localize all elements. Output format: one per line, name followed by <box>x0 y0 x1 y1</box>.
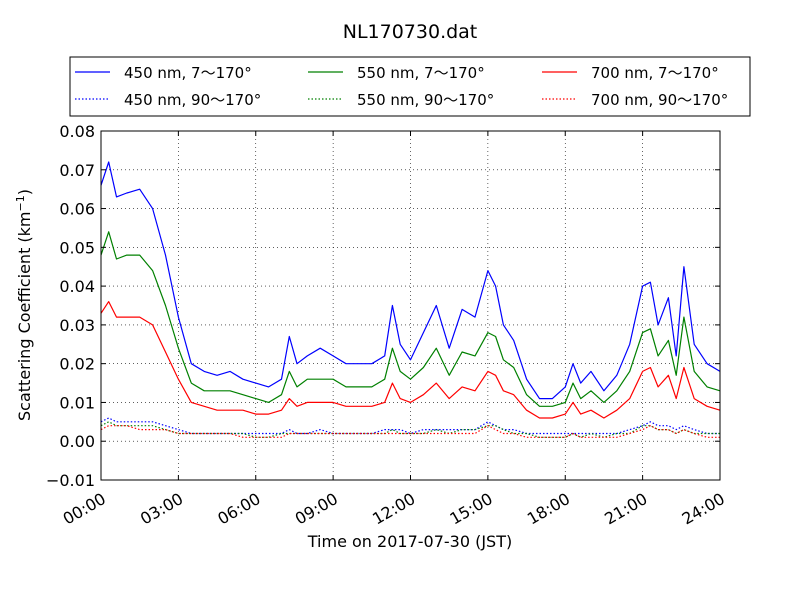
y-tick-label: 0.02 <box>59 355 95 374</box>
y-tick-label: −0.01 <box>46 471 95 490</box>
y-tick-labels: −0.01 0.00 0.01 0.02 0.03 0.04 0.05 0.06 0.07 0.0… <box>46 122 95 490</box>
legend-label: 700 nm, 90～170° <box>591 91 728 109</box>
y-tick-label: 0.03 <box>59 316 95 335</box>
y-axis-label: Scattering Coefficient (km−1) <box>14 189 34 421</box>
y-tick-label: 0.00 <box>59 432 95 451</box>
chart-title: NL170730.dat <box>343 21 478 43</box>
legend-box <box>69 56 751 117</box>
legend-label: 450 nm, 90～170° <box>124 91 261 109</box>
legend-label: 550 nm, 90～170° <box>357 91 494 109</box>
x-axis-label: Time on 2017-07-30 (JST) <box>307 532 512 551</box>
series-line-5 <box>100 425 720 438</box>
legend-label: 550 nm, 7～170° <box>357 64 485 82</box>
series-line-3 <box>100 417 720 435</box>
y-tick-label: 0.07 <box>59 161 95 180</box>
axis-ticks <box>100 130 721 481</box>
y-tick-label: 0.04 <box>59 277 95 296</box>
series-line-1 <box>100 231 721 407</box>
y-axis-label-tail: ) <box>15 189 34 195</box>
y-tick-label: 0.01 <box>59 393 95 412</box>
legend: 450 nm, 7～170° 550 nm, 7～170° 700 nm, 7～17… <box>69 56 751 117</box>
y-tick-label: 0.08 <box>59 122 95 141</box>
plot-area <box>100 161 721 438</box>
legend-label: 700 nm, 7～170° <box>591 64 719 82</box>
series-line-0 <box>100 161 721 400</box>
y-axis-label-main: Scattering Coefficient (km <box>15 211 34 421</box>
y-tick-label: 0.05 <box>59 238 95 257</box>
y-axis-label-superscript: −1 <box>14 195 27 211</box>
y-tick-label: 0.06 <box>59 200 95 219</box>
series-line-2 <box>100 301 721 419</box>
legend-label: 450 nm, 7～170° <box>124 64 252 82</box>
